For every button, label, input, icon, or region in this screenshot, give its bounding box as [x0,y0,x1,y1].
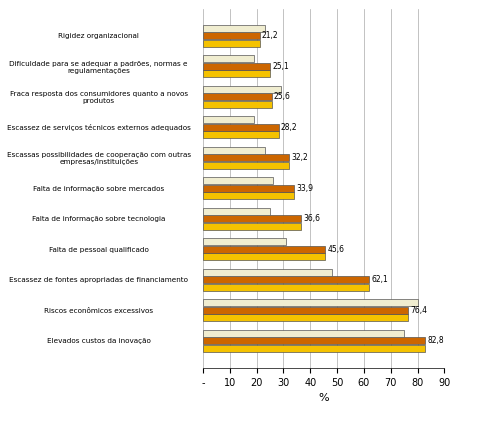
Bar [203,25,265,32]
Bar [203,124,279,131]
Bar [203,192,294,199]
Bar [203,32,260,39]
Bar [203,337,425,344]
X-axis label: %: % [318,393,329,403]
Bar [203,40,260,47]
Text: 25,6: 25,6 [274,92,291,101]
Text: 62,1: 62,1 [371,275,388,284]
Bar [203,131,279,139]
Text: 76,4: 76,4 [410,306,427,315]
Text: 82,8: 82,8 [427,336,444,345]
Bar [203,345,425,352]
Bar [203,63,270,70]
Bar [203,71,270,78]
Text: 28,2: 28,2 [281,123,298,132]
Text: 21,2: 21,2 [262,32,279,40]
Bar [203,178,272,184]
Bar [203,307,408,314]
Bar [203,299,417,306]
Bar [203,215,301,222]
Text: 36,6: 36,6 [303,214,320,223]
Bar [203,284,369,291]
Text: 33,9: 33,9 [296,184,313,193]
Bar [203,223,301,230]
Bar [203,246,325,253]
Text: 45,6: 45,6 [327,245,344,254]
Bar [203,314,408,321]
Bar [203,269,332,276]
Bar [203,185,294,192]
Bar [203,55,254,62]
Bar [203,330,404,337]
Bar [203,147,265,154]
Bar [203,208,270,215]
Bar [203,238,286,246]
Bar [203,276,369,283]
Text: 32,2: 32,2 [291,153,308,162]
Bar [203,94,271,100]
Bar [203,101,271,108]
Bar [203,116,254,123]
Bar [203,155,289,162]
Bar [203,162,289,169]
Text: 25,1: 25,1 [272,62,289,71]
Bar [203,253,325,260]
Bar [203,86,281,93]
